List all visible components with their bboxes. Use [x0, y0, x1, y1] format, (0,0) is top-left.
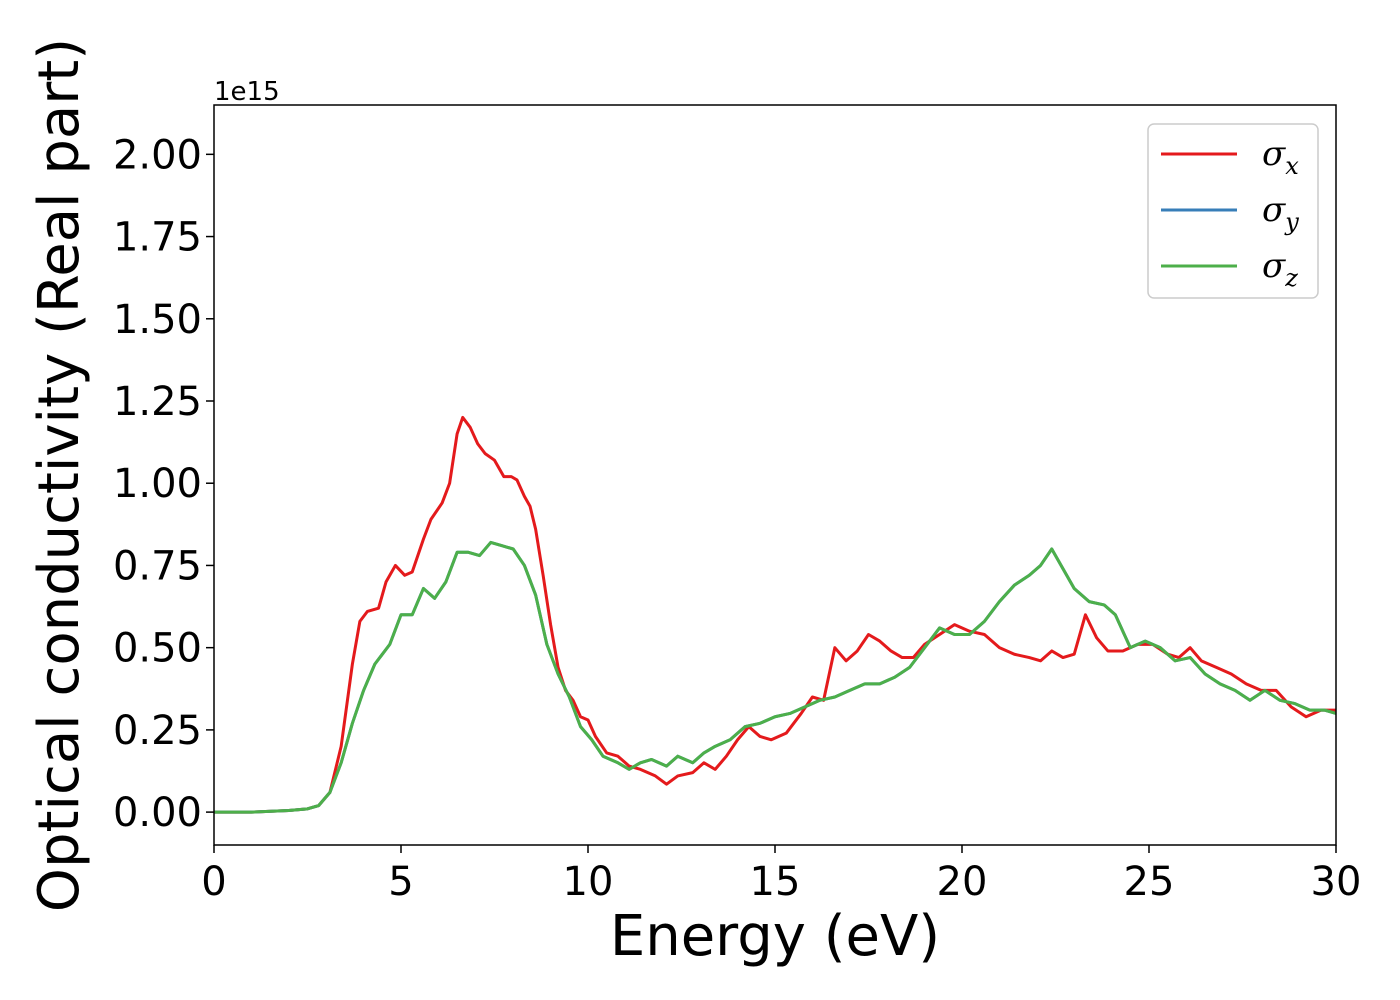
y-axis-offset-label: 1e15: [214, 77, 280, 107]
y-tick-label: 1.75: [113, 215, 202, 261]
y-tick-label: 0.00: [113, 790, 202, 836]
y-tick-label: 0.25: [113, 708, 202, 754]
series-line-z: [214, 540, 1336, 814]
series-layer: [214, 415, 1336, 814]
series-line-x: [214, 415, 1336, 814]
y-tick-label: 1.50: [113, 297, 202, 343]
y-tick-label: 1.00: [113, 461, 202, 507]
x-tick-label: 30: [1311, 859, 1362, 905]
x-tick-label: 15: [750, 859, 801, 905]
y-tick-label: 2.00: [113, 132, 202, 178]
y-axis-ticks: 0.00 0.25 0.50 0.75 1.00 1.25 1.50 1.75 2.00: [113, 132, 214, 836]
x-tick-label: 10: [563, 859, 614, 905]
x-tick-label: 25: [1124, 859, 1175, 905]
y-tick-label: 0.50: [113, 626, 202, 672]
x-tick-label: 0: [201, 859, 226, 905]
y-tick-label: 0.75: [113, 543, 202, 589]
x-tick-label: 20: [937, 859, 988, 905]
x-axis-ticks: 0 5 10 15 20 25 30: [201, 845, 1361, 905]
y-axis-title: Optical conductivity (Real part): [27, 38, 92, 912]
x-tick-label: 5: [388, 859, 413, 905]
x-axis-title: Energy (eV): [610, 904, 940, 969]
y-tick-label: 1.25: [113, 379, 202, 425]
